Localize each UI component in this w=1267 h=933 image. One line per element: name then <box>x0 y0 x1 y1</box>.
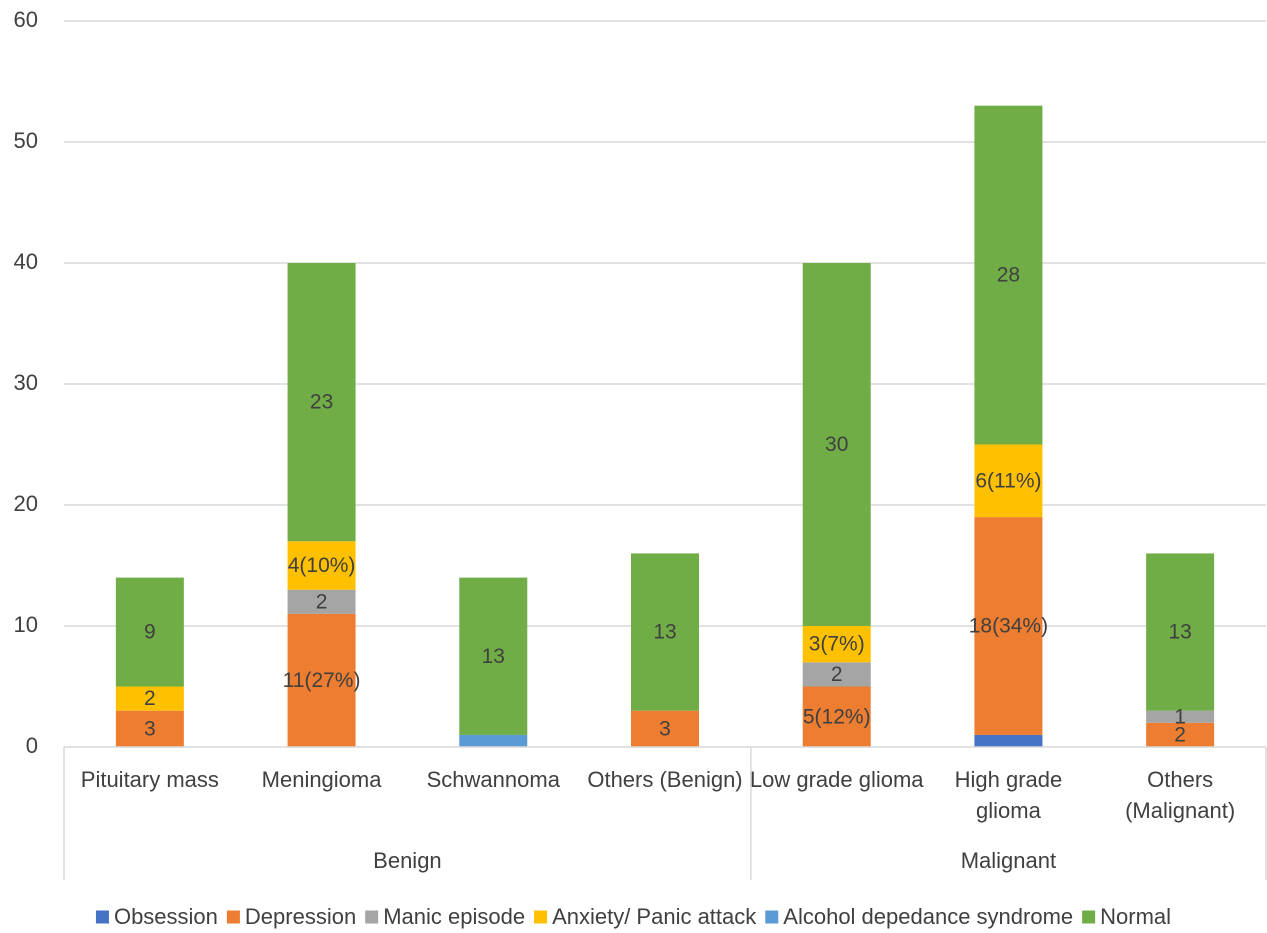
y-tick-label: 50 <box>14 128 38 153</box>
data-label: 18(34%) <box>969 615 1048 638</box>
legend-label: Manic episode <box>383 904 525 929</box>
data-label: 5(12%) <box>803 705 871 728</box>
data-label: 3 <box>659 717 671 740</box>
legend-label: Obsession <box>114 904 218 929</box>
y-tick-label: 0 <box>26 733 38 758</box>
gridlines <box>64 20 1266 627</box>
data-label: 4(10%) <box>288 554 356 577</box>
x-category-label-line: Meningioma <box>262 767 383 792</box>
bar-segment <box>287 541 356 590</box>
legend-swatch <box>226 910 240 924</box>
legend-label: Alcohol depedance syndrome <box>783 904 1073 929</box>
bar-segment <box>802 263 871 626</box>
legend-item: Manic episode <box>365 904 525 929</box>
data-label: 2 <box>316 590 328 613</box>
data-label: 30 <box>825 433 848 456</box>
bar-segment <box>974 517 1043 735</box>
legend-item: Normal <box>1082 904 1171 929</box>
legend-label: Depression <box>245 904 356 929</box>
bars <box>115 105 1215 747</box>
bar-segment <box>802 662 871 687</box>
data-labels: 3 2 9 11(27%) 2 4(10%) 23 13 3 13 5(12%) 2 3(7%) 30 18… <box>144 264 1192 747</box>
bar-segment <box>631 710 699 747</box>
data-label: 9 <box>144 621 156 644</box>
bar-segment <box>115 577 184 687</box>
x-category-label-line: High grade <box>955 767 1063 792</box>
data-label: 2 <box>144 687 156 710</box>
x-category-label-line: Others <box>1147 767 1213 792</box>
y-tick-label: 30 <box>14 370 38 395</box>
bar-segment <box>974 105 1043 445</box>
legend-item: Depression <box>226 904 356 929</box>
y-tick-label: 60 <box>14 7 38 32</box>
legend-item: Alcohol depedance syndrome <box>765 904 1073 929</box>
x-axis: Pituitary mass Meningioma Schwannoma Others… <box>63 746 1267 880</box>
y-tick-label: 10 <box>14 612 38 637</box>
legend-swatch <box>1082 910 1096 924</box>
legend-swatch <box>534 910 548 924</box>
bar-segment <box>974 444 1043 518</box>
bar-segment <box>802 626 871 663</box>
data-label: 1 <box>1174 705 1186 728</box>
data-label: 13 <box>482 645 505 668</box>
bar-segment <box>287 589 356 614</box>
data-label: 23 <box>310 391 333 414</box>
bar-segment <box>631 553 699 711</box>
x-category-label-line: (Malignant) <box>1125 798 1235 823</box>
data-label: 2 <box>831 663 843 686</box>
x-category-label: Others (Benign) <box>587 767 742 792</box>
legend: Obsession Depression Manic episode Anxiety/… <box>95 904 1171 929</box>
data-label: 28 <box>997 264 1020 287</box>
x-group-label: Benign <box>373 848 442 873</box>
legend-item: Obsession <box>95 904 218 929</box>
legend-swatch <box>365 910 379 924</box>
data-label: 2 <box>1174 723 1186 746</box>
x-category-label: High grade glioma <box>955 767 1063 823</box>
bar-segment <box>115 710 184 747</box>
x-category-label-line: Pituitary mass <box>81 767 219 792</box>
legend-label: Anxiety/ Panic attack <box>552 904 757 929</box>
y-axis-tick-labels: 0 10 20 30 40 50 60 <box>14 7 38 758</box>
x-category-label-line: Low grade glioma <box>750 767 924 792</box>
legend-swatch <box>765 910 779 924</box>
legend-label: Normal <box>1100 904 1171 929</box>
bar-segment <box>1146 722 1215 747</box>
bar-segment <box>287 613 356 747</box>
legend-swatch <box>95 910 109 924</box>
bar-segment <box>802 686 871 747</box>
y-tick-label: 40 <box>14 249 38 274</box>
x-category-label-line: Schwannoma <box>427 767 561 792</box>
x-category-label-line: glioma <box>976 798 1042 823</box>
x-category-label-line: Others (Benign) <box>587 767 742 792</box>
data-label: 13 <box>653 621 676 644</box>
x-category-label: Others (Malignant) <box>1125 767 1235 823</box>
data-label: 3(7%) <box>809 633 865 656</box>
x-category-label: Low grade glioma <box>750 767 924 792</box>
data-label: 13 <box>1168 621 1191 644</box>
bar-segment <box>974 734 1043 747</box>
x-group-label: Malignant <box>961 848 1056 873</box>
data-label: 11(27%) <box>283 669 361 692</box>
bar-segment <box>459 734 528 747</box>
bar-segment <box>1146 710 1215 723</box>
bar-segment <box>459 577 528 735</box>
data-label: 3 <box>144 717 156 740</box>
bar-segment <box>287 263 356 542</box>
x-category-label: Schwannoma <box>427 767 561 792</box>
bar-segment <box>1146 553 1215 711</box>
data-label: 6(11%) <box>975 469 1041 492</box>
x-category-label: Pituitary mass <box>81 767 219 792</box>
y-tick-label: 20 <box>14 491 38 516</box>
legend-item: Anxiety/ Panic attack <box>534 904 757 929</box>
bar-segment <box>115 686 184 711</box>
x-category-label: Meningioma <box>262 767 383 792</box>
